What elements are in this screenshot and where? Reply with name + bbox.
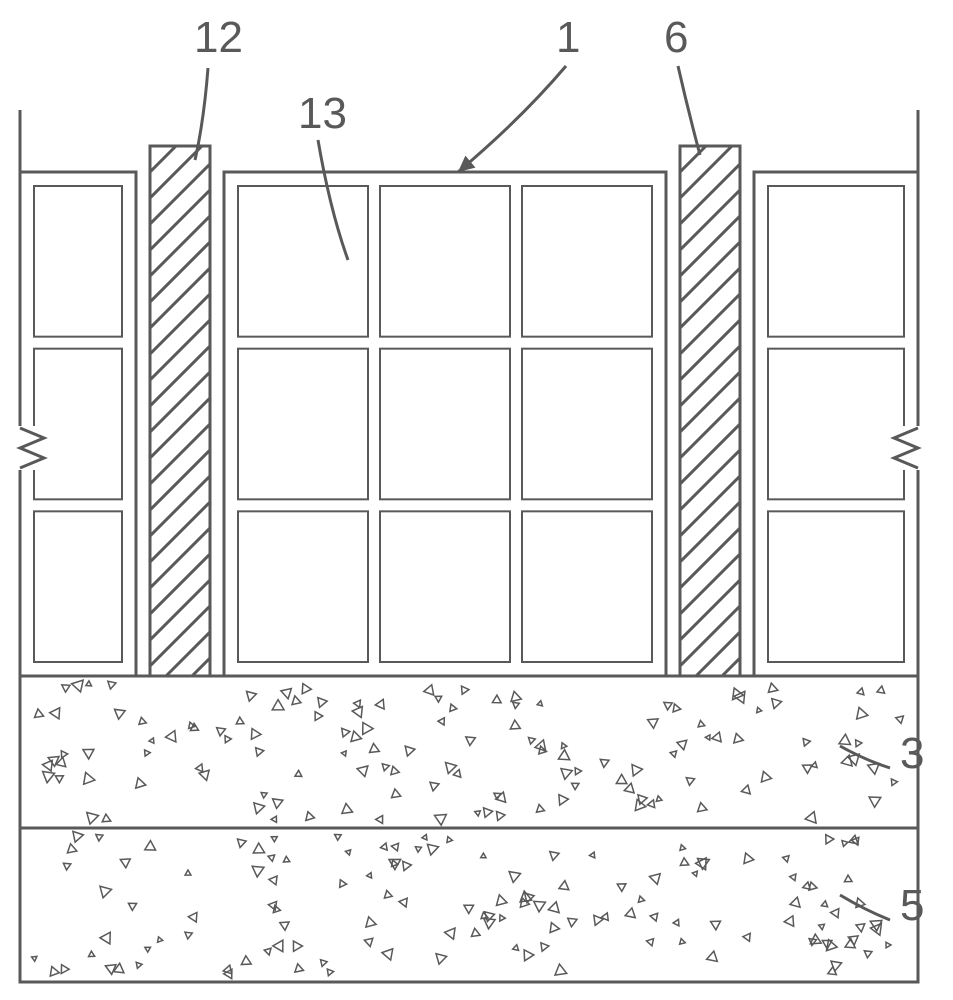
center-grid-panel [380, 511, 510, 662]
layer-upper [20, 676, 918, 828]
side-grid-left-panel [34, 349, 122, 500]
label-three: 3 [900, 729, 924, 778]
center-grid-panel [522, 511, 652, 662]
center-grid-panel [522, 349, 652, 500]
layer-upper-rect [20, 676, 918, 828]
label-twelve: 12 [194, 13, 243, 62]
label-one: 1 [556, 13, 580, 62]
side-grid-right-panel [768, 511, 904, 662]
center-grid-panel [380, 186, 510, 337]
side-grid-right-panel [768, 186, 904, 337]
leader-one [458, 66, 566, 172]
center-grid [224, 172, 666, 676]
center-grid-panel [238, 511, 368, 662]
side-grid-right-panel [768, 349, 904, 500]
layer-lower [20, 828, 918, 982]
break-mask [18, 426, 62, 470]
label-five: 5 [900, 881, 924, 930]
center-grid-panel [238, 349, 368, 500]
side-grid-left-panel [34, 511, 122, 662]
center-grid-panel [522, 186, 652, 337]
side-grid-left-panel [34, 186, 122, 337]
label-six: 6 [664, 13, 688, 62]
hatch-line [930, 146, 953, 676]
side-grid-left [20, 172, 136, 676]
label-thirteen: 13 [298, 89, 347, 138]
diagram-root: 12 13 1 6 3 5 [0, 0, 953, 1000]
center-grid-panel [238, 186, 368, 337]
leader-six [678, 66, 700, 155]
center-grid-panel [380, 349, 510, 500]
side-grid-right [754, 172, 918, 676]
